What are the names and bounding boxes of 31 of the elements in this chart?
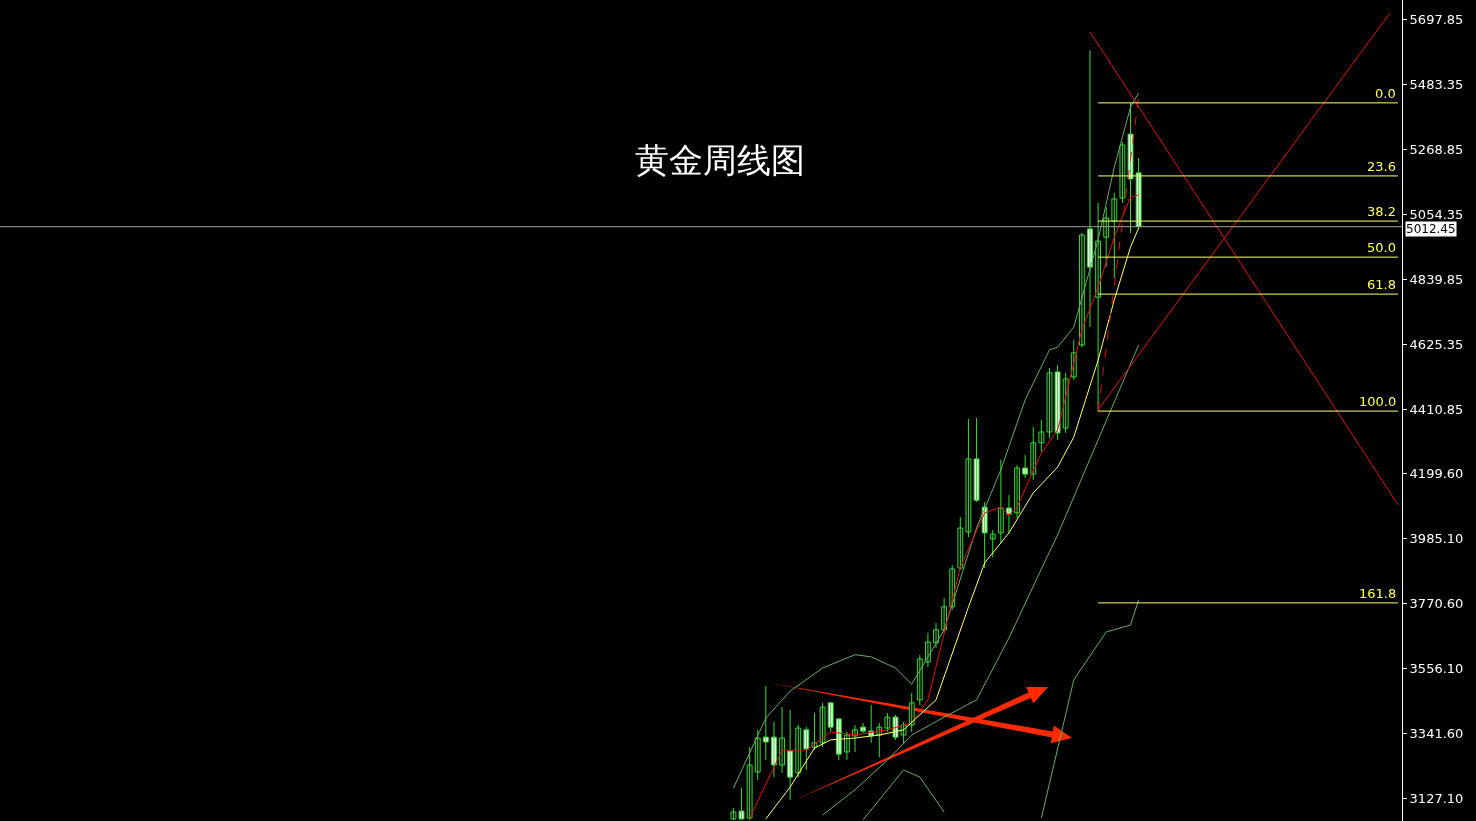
text: 黄金周线图 [635, 139, 806, 180]
candlestick [1046, 367, 1053, 439]
y-tick-label: 5054.35 [1409, 206, 1464, 222]
y-tick-label: 4625.35 [1409, 336, 1464, 352]
candlestick [1038, 419, 1045, 453]
candlestick [989, 529, 996, 558]
series-label: 161.8 [1359, 586, 1397, 601]
line-series [822, 344, 1140, 816]
series-label: 50.0 [1367, 240, 1396, 255]
candlestick [884, 712, 891, 733]
series-label: 61.8 [1367, 277, 1396, 292]
ref-line-label: 5012.45 [1406, 222, 1456, 236]
y-tick-label: 5483.35 [1409, 76, 1464, 92]
y-tick-label: 5268.85 [1409, 141, 1464, 157]
y-tick-label: 4410.85 [1409, 401, 1464, 417]
series-label: 100.0 [1359, 394, 1397, 409]
y-tick-label: 3341.60 [1409, 725, 1464, 741]
candlestick [1022, 454, 1029, 479]
y-tick-label: 4199.60 [1409, 465, 1464, 481]
y-tick-label: 3127.10 [1409, 790, 1464, 806]
line-series [862, 769, 945, 821]
series-label: 38.2 [1367, 204, 1396, 219]
line-series [1040, 599, 1140, 819]
series-label: 0.0 [1375, 86, 1396, 101]
series-label: 23.6 [1367, 159, 1396, 174]
y-tick-label: 3556.10 [1409, 660, 1464, 676]
candlestick [762, 685, 769, 761]
y-tick-label: 5697.85 [1409, 11, 1464, 27]
y-tick-label: 3985.10 [1409, 530, 1464, 546]
y-tick-label: 4839.85 [1409, 271, 1464, 287]
y-tick-label: 3770.60 [1409, 595, 1464, 611]
